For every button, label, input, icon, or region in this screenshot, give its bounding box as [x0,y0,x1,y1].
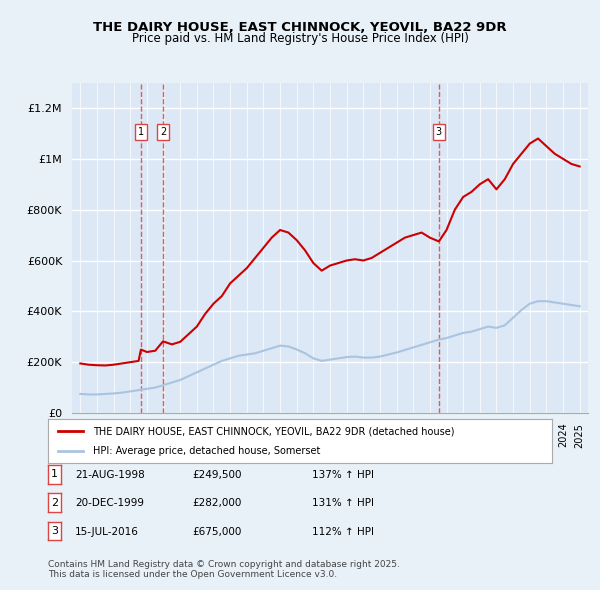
Text: £249,500: £249,500 [192,470,241,480]
Text: 20-DEC-1999: 20-DEC-1999 [75,499,144,508]
Text: 112% ↑ HPI: 112% ↑ HPI [312,527,374,536]
Text: 15-JUL-2016: 15-JUL-2016 [75,527,139,536]
Text: £675,000: £675,000 [192,527,241,536]
Text: Contains HM Land Registry data © Crown copyright and database right 2025.
This d: Contains HM Land Registry data © Crown c… [48,560,400,579]
Text: 3: 3 [436,127,442,137]
Text: 3: 3 [51,526,58,536]
Text: 21-AUG-1998: 21-AUG-1998 [75,470,145,480]
Text: THE DAIRY HOUSE, EAST CHINNOCK, YEOVIL, BA22 9DR (detached house): THE DAIRY HOUSE, EAST CHINNOCK, YEOVIL, … [94,427,455,436]
Text: 131% ↑ HPI: 131% ↑ HPI [312,499,374,508]
Text: HPI: Average price, detached house, Somerset: HPI: Average price, detached house, Some… [94,446,321,455]
Text: 1: 1 [51,470,58,479]
Text: THE DAIRY HOUSE, EAST CHINNOCK, YEOVIL, BA22 9DR: THE DAIRY HOUSE, EAST CHINNOCK, YEOVIL, … [93,21,507,34]
Text: 2: 2 [51,498,58,507]
Text: 137% ↑ HPI: 137% ↑ HPI [312,470,374,480]
Text: £282,000: £282,000 [192,499,241,508]
Text: 1: 1 [138,127,144,137]
Text: 2: 2 [160,127,166,137]
Text: Price paid vs. HM Land Registry's House Price Index (HPI): Price paid vs. HM Land Registry's House … [131,32,469,45]
